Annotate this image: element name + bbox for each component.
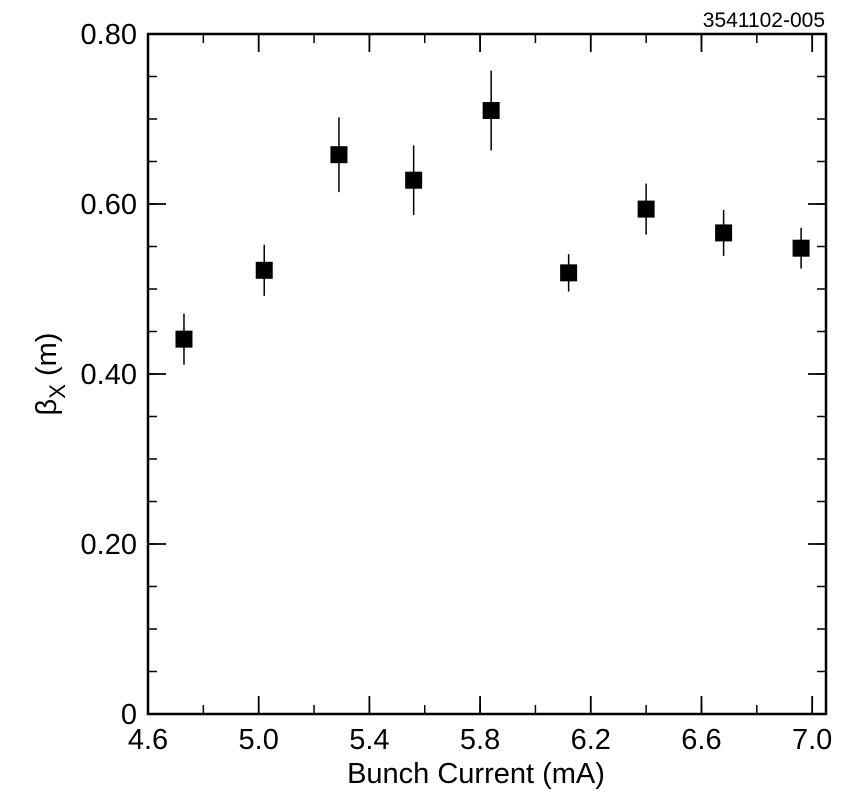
x-tick-label: 5.8 <box>460 724 500 756</box>
data-point <box>405 171 423 189</box>
y-tick-label: 0.40 <box>81 359 137 391</box>
y-axis-title-unit: (m) <box>31 333 63 385</box>
data-point <box>715 224 733 242</box>
y-axis-title-subscript: X <box>45 384 70 399</box>
x-tick-label: 4.6 <box>128 724 168 756</box>
y-tick-label: 0.60 <box>81 189 137 221</box>
data-point <box>482 102 500 119</box>
x-tick-label: 5.0 <box>239 724 279 756</box>
y-axis-title: βX (m) <box>31 333 70 416</box>
x-tick-label: 6.6 <box>681 724 721 756</box>
x-tick-label: 6.2 <box>571 724 611 756</box>
data-point <box>792 239 810 257</box>
y-axis-title-symbol: β <box>31 399 63 416</box>
data-points <box>175 70 810 365</box>
plot-frame <box>146 32 828 716</box>
x-axis-title: Bunch Current (mA) <box>347 758 605 790</box>
figure-id: 3541102-005 <box>703 9 825 32</box>
axis-ticks: 4.6 5.0 5.4 5.8 6.2 6.6 7.0 0 0.20 0.40 0.60 0.80 <box>81 19 833 756</box>
y-tick-label: 0 <box>121 699 137 731</box>
x-tick-label: 7.0 <box>792 724 832 756</box>
y-tick-label: 0.20 <box>81 529 137 561</box>
data-point <box>560 264 578 282</box>
data-point <box>637 200 655 218</box>
data-point <box>330 146 348 164</box>
data-point <box>175 330 193 348</box>
x-tick-label: 5.4 <box>349 724 389 756</box>
data-point <box>255 261 273 279</box>
y-tick-label: 0.80 <box>81 19 137 51</box>
